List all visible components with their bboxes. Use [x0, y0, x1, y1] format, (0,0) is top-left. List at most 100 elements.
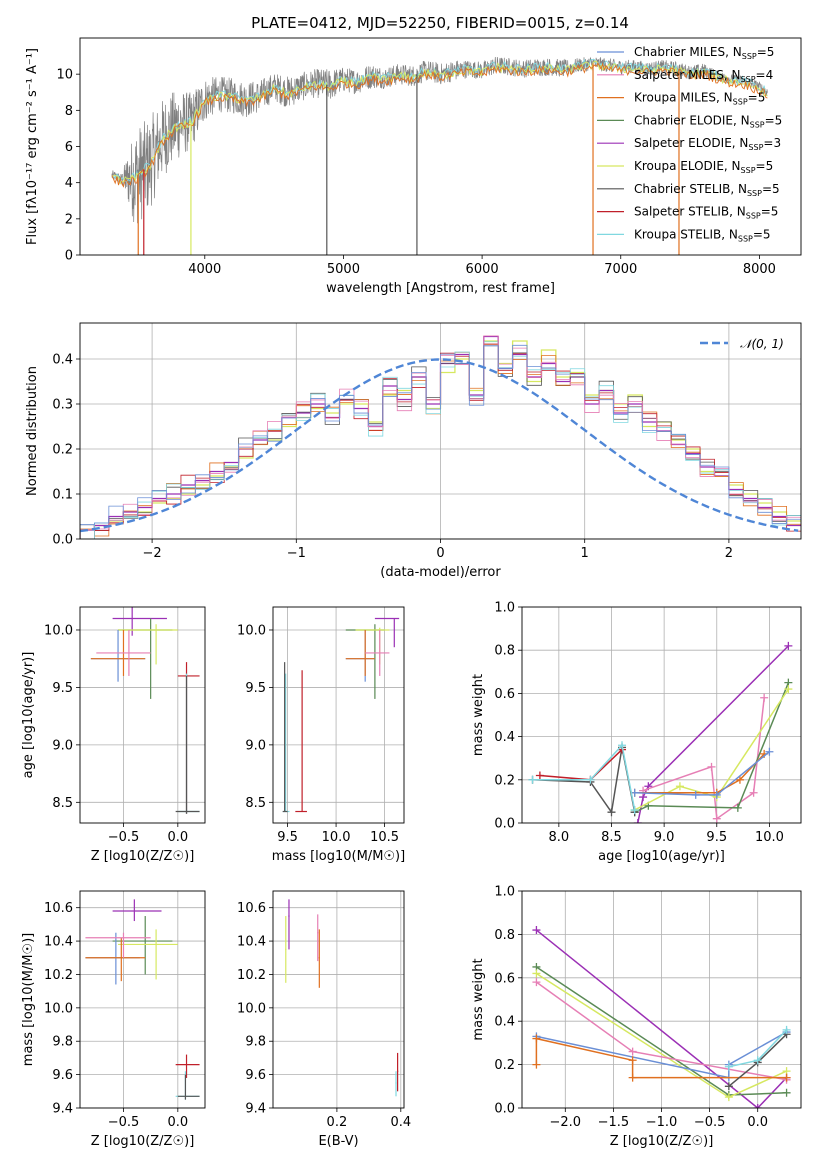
- y-tick-label: 0.4: [494, 730, 515, 745]
- axes-frame: [79, 606, 206, 824]
- x-tick-label: −0.5: [108, 1115, 140, 1130]
- x-axis-label: mass [log10(M/M☉)]: [272, 849, 405, 864]
- x-axis-label: Z [log10(Z/Z☉)]: [91, 849, 195, 864]
- y-tick-label: 4: [65, 176, 73, 191]
- x-tick-label: 9.5: [277, 830, 298, 845]
- weight-marker: [532, 1060, 541, 1069]
- y-tick-label: 10.2: [44, 968, 73, 983]
- x-tick-label: 0.0: [167, 1115, 188, 1130]
- y-tick-label: 0.2: [52, 443, 73, 458]
- weight-marker: [724, 1093, 733, 1102]
- plot-area-massweight-vs-z: [522, 891, 801, 1108]
- x-tick-label: 8.5: [601, 830, 622, 845]
- axes-spectrum: 4000 5000 6000 7000 8000 0 2 4 6 8 10 wavelength [A…: [25, 37, 802, 296]
- axes-frame: [79, 890, 206, 1109]
- weight-marker: [532, 978, 541, 987]
- x-tick-label: 7000: [604, 262, 637, 277]
- y-tick-label: 9.0: [245, 738, 266, 753]
- x-tick-label: −0.5: [108, 830, 140, 845]
- y-tick-label: 0.6: [494, 687, 515, 702]
- y-tick-label: 9.8: [245, 1035, 266, 1050]
- weight-marker: [749, 788, 758, 797]
- y-tick-label: 0.2: [494, 773, 515, 788]
- y-tick-label: 9.5: [245, 681, 266, 696]
- plot-area-mass-vs-z: [80, 891, 205, 1108]
- x-tick-label: 0.0: [167, 830, 188, 845]
- axes-massweight-vs-age: 8.0 8.5 9.0 9.5 10.0 0.0 0.2 0.4 0.6 0.8 1.0 age [l…: [471, 601, 802, 864]
- legend: Chabrier MILES, NSSP=5 Salpeter MILES, NS…: [597, 45, 782, 243]
- weight-line: [634, 751, 770, 796]
- y-tick-label: 0.8: [494, 644, 515, 659]
- y-tick-label: 0.0: [494, 1102, 515, 1117]
- x-axis-label: Z [log10(Z/Z☉)]: [91, 1134, 195, 1149]
- legend-entry: Salpeter ELODIE, NSSP=3: [634, 136, 781, 152]
- axes-age-vs-mass: 9.5 10.0 10.5 8.5 9.0 9.5 10.0 mass [log10(M/M☉…: [237, 606, 405, 864]
- axes-frame: [521, 606, 802, 824]
- plot-area-spectrum: [111, 56, 768, 255]
- weight-marker: [628, 1056, 637, 1065]
- axes-frame: [272, 606, 405, 824]
- y-tick-label: 2: [65, 212, 73, 227]
- y-tick-label: 10.4: [237, 935, 266, 950]
- weight-marker: [691, 790, 700, 799]
- weight-marker: [675, 782, 684, 791]
- y-tick-label: 10.0: [237, 623, 266, 638]
- weight-marker: [724, 1062, 733, 1071]
- model-spectrum-kroupa_miles: [111, 62, 768, 188]
- y-tick-label: 9.8: [52, 1035, 73, 1050]
- x-tick-label: 2: [725, 546, 733, 561]
- y-tick-label: 0.0: [52, 533, 73, 548]
- weight-marker: [784, 641, 793, 650]
- y-axis-label: age [log10(age/yr)]: [21, 652, 36, 779]
- weight-line: [535, 929, 788, 1108]
- weight-marker: [528, 775, 537, 784]
- weight-marker: [712, 790, 721, 799]
- weight-marker: [532, 969, 541, 978]
- x-tick-label: 6000: [466, 262, 499, 277]
- weight-marker: [753, 1056, 762, 1065]
- plot-area-age-vs-z: [80, 607, 205, 823]
- plot-area-residuals: [80, 323, 801, 539]
- y-tick-label: 10.6: [237, 901, 266, 916]
- x-tick-label: −2: [143, 546, 162, 561]
- weight-marker: [630, 806, 639, 815]
- x-tick-label: 0.0: [747, 1115, 768, 1130]
- axes-frame: [79, 37, 802, 256]
- legend-entry: Kroupa ELODIE, NSSP=5: [634, 159, 773, 175]
- y-tick-label: 0.6: [494, 971, 515, 986]
- axes-mass-vs-ebv: 0.2 0.4 9.4 9.6 9.8 10.0 10.2 10.4 10.6 E(B-V): [237, 890, 411, 1149]
- x-tick-label: −1.5: [598, 1115, 630, 1130]
- legend-entry: Chabrier ELODIE, NSSP=5: [634, 113, 782, 129]
- axes-age-vs-z: −0.5 0.0 8.5 9.0 9.5 10.0 Z [log10(Z/Z☉)] age […: [21, 606, 206, 864]
- plot-area-mass-vs-ebv: [273, 891, 404, 1108]
- weight-marker: [782, 1088, 791, 1097]
- plot-area-massweight-vs-age: [522, 607, 801, 823]
- x-tick-label: 0: [436, 546, 444, 561]
- axes-frame: [79, 322, 802, 540]
- legend-entry: 𝒩(0, 1): [740, 337, 784, 351]
- x-axis-label: (data-model)/error: [380, 565, 501, 580]
- weight-marker: [724, 1082, 733, 1091]
- y-axis-label: Normed distribution: [25, 366, 40, 496]
- weight-line: [532, 743, 636, 811]
- y-tick-label: 1.0: [494, 601, 515, 616]
- y-tick-label: 10.6: [44, 901, 73, 916]
- axes-residuals: −2 −1 0 1 2 0.0 0.1 0.2 0.3 0.4 (data-model)/error…: [25, 322, 802, 580]
- y-tick-label: 9.0: [52, 738, 73, 753]
- y-tick-label: 8.5: [52, 796, 73, 811]
- weight-marker: [782, 1025, 791, 1034]
- weight-marker: [782, 1073, 791, 1082]
- x-tick-label: 9.5: [706, 830, 727, 845]
- weight-marker: [607, 808, 616, 817]
- y-tick-label: 9.6: [52, 1068, 73, 1083]
- x-tick-label: 10.0: [322, 830, 351, 845]
- y-tick-label: 9.6: [245, 1068, 266, 1083]
- model-spectrum-kroupa_elodie: [111, 60, 768, 185]
- x-tick-label: 5000: [327, 262, 360, 277]
- weight-marker: [753, 1104, 762, 1108]
- x-tick-label: −1: [287, 546, 306, 561]
- y-axis-label: mass weight: [471, 674, 486, 756]
- legend-entry: Chabrier STELIB, NSSP=5: [634, 182, 780, 198]
- weight-marker: [586, 775, 595, 784]
